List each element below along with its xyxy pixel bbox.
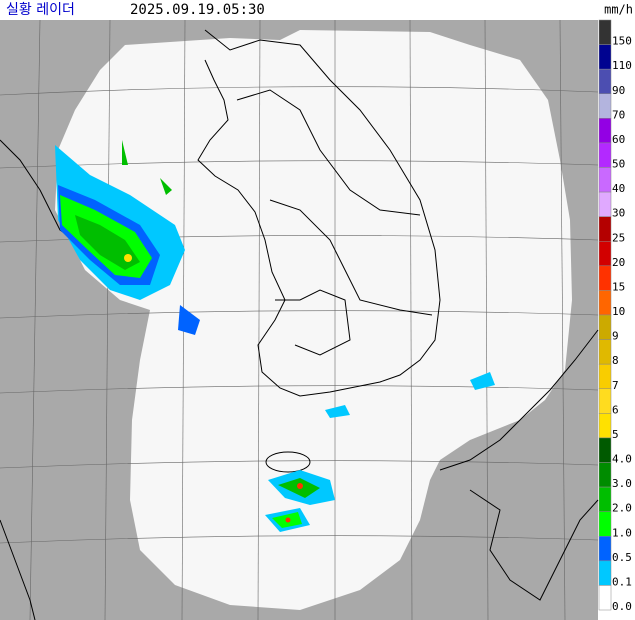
precipitation xyxy=(55,140,495,532)
legend-swatch xyxy=(598,413,612,439)
legend-swatch xyxy=(598,314,612,340)
legend-swatch xyxy=(598,68,612,94)
legend-swatch xyxy=(598,290,612,316)
title: 실황 레이더 xyxy=(6,2,75,18)
legend-swatch xyxy=(598,216,612,242)
legend-label: 25 xyxy=(612,231,625,244)
graticule xyxy=(0,19,599,620)
legend-swatch xyxy=(598,191,612,217)
timestamp: 2025.09.19.05:30 xyxy=(130,2,265,18)
coastline xyxy=(0,29,599,620)
legend-label: 5 xyxy=(612,428,619,441)
legend-label: 150 xyxy=(612,35,632,48)
legend-label: 0.1 xyxy=(612,575,632,588)
legend-label: 90 xyxy=(612,84,625,97)
legend-label: 2.0 xyxy=(612,502,632,515)
legend-label: 110 xyxy=(612,59,632,72)
map xyxy=(0,19,599,620)
legend-swatch xyxy=(598,388,612,414)
legend-swatch xyxy=(598,167,612,193)
legend-label: 10 xyxy=(612,305,625,318)
legend-swatch xyxy=(598,511,612,537)
legend-swatch xyxy=(598,142,612,168)
legend-label: 50 xyxy=(612,158,625,171)
unit: mm/h xyxy=(604,3,633,17)
legend-label: 60 xyxy=(612,133,625,146)
legend-label: 7 xyxy=(612,379,619,392)
legend-swatch xyxy=(598,536,612,562)
legend-label: 1.0 xyxy=(612,526,632,539)
legend-swatch xyxy=(598,462,612,488)
legend-swatch xyxy=(598,44,612,70)
legend-swatch xyxy=(598,585,612,611)
legend-label: 40 xyxy=(612,182,625,195)
legend-swatch xyxy=(598,241,612,267)
legend-swatch xyxy=(598,265,612,291)
legend-label: 3.0 xyxy=(612,477,632,490)
legend-swatch xyxy=(598,118,612,144)
legend-swatch xyxy=(598,19,612,45)
legend-label: 4.0 xyxy=(612,453,632,466)
legend-label: 70 xyxy=(612,108,625,121)
legend-swatch xyxy=(598,560,612,586)
legend-label: 9 xyxy=(612,330,619,343)
legend: 150 110 90 70 60 50 40 30 25 20 15 10 9 8 7 6 5 4.0 3.0 2.0… xyxy=(598,19,632,613)
legend-label: 20 xyxy=(612,256,625,269)
legend-label: 8 xyxy=(612,354,619,367)
legend-swatch xyxy=(598,363,612,389)
legend-swatch xyxy=(598,93,612,119)
legend-label: 0.5 xyxy=(612,551,632,564)
legend-label: 30 xyxy=(612,207,625,220)
legend-swatch xyxy=(598,437,612,463)
legend-swatch xyxy=(598,486,612,512)
legend-label: 15 xyxy=(612,280,625,293)
legend-label: 0.0 xyxy=(612,600,632,613)
legend-label: 6 xyxy=(612,403,619,416)
legend-swatch xyxy=(598,339,612,365)
